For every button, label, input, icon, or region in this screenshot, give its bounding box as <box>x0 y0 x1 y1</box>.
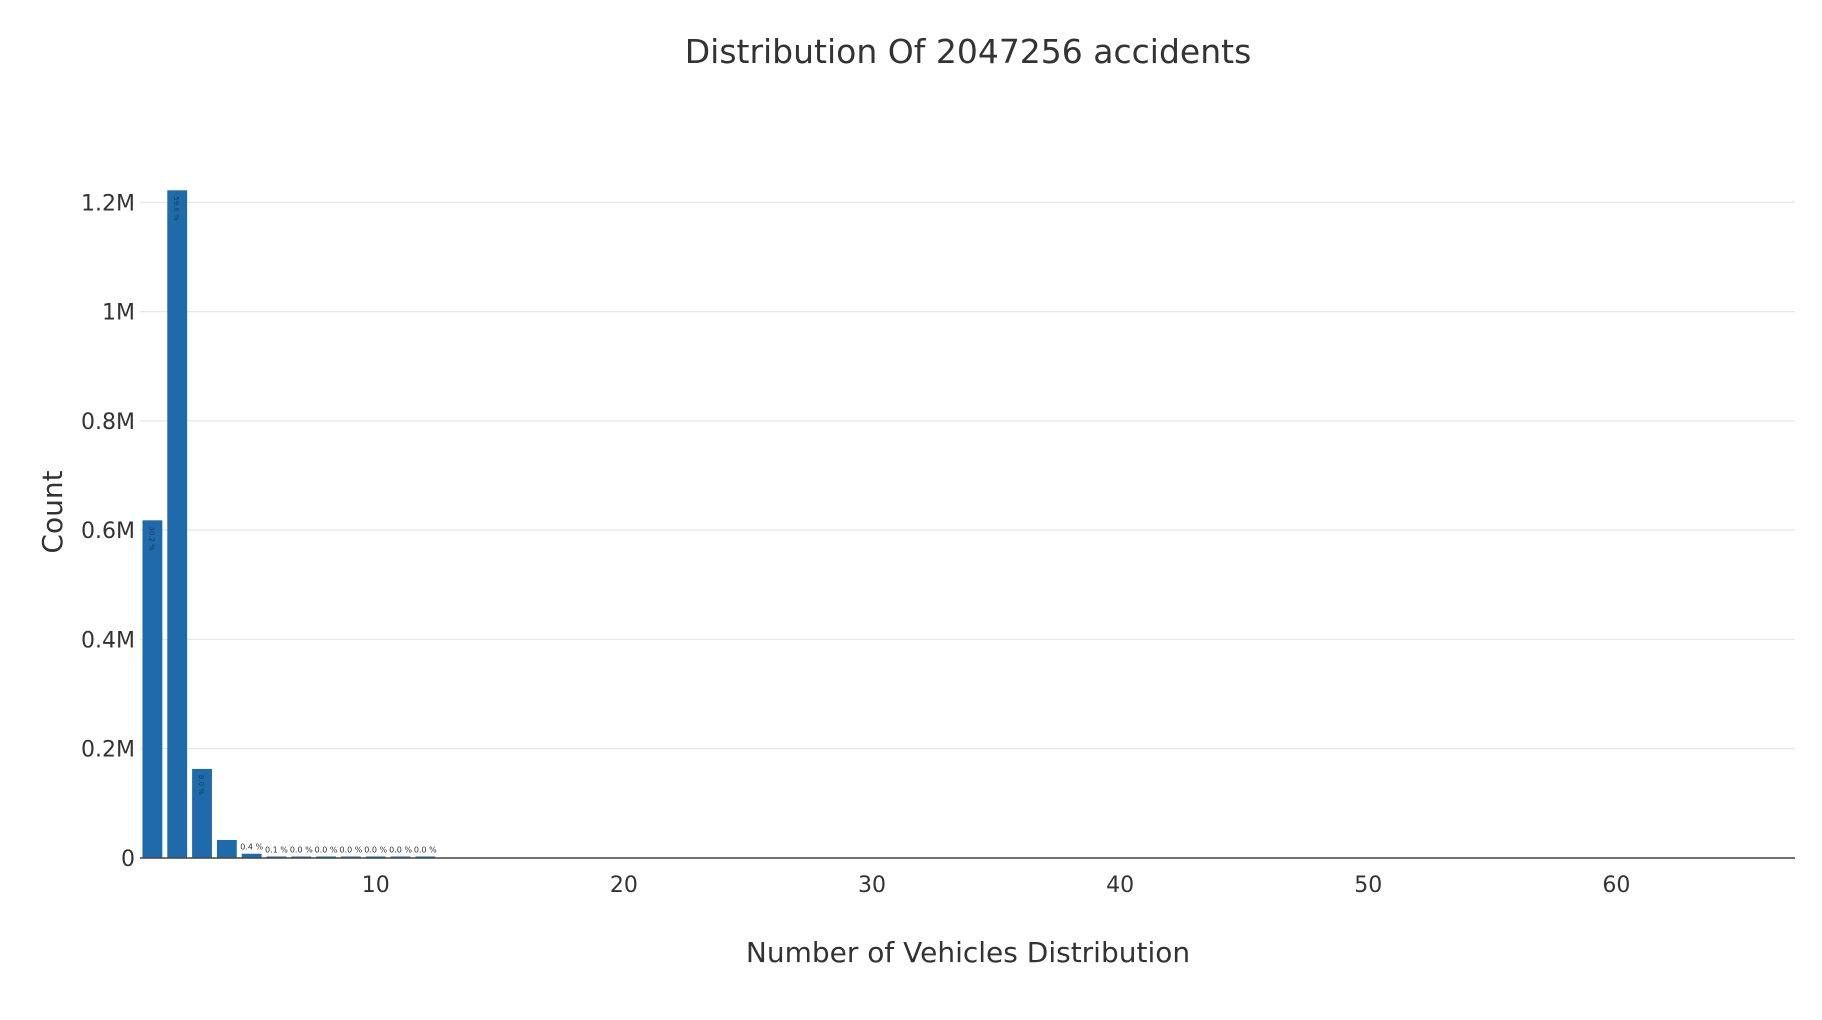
bar <box>167 190 188 858</box>
x-tick-label: 60 <box>1602 873 1630 898</box>
bar-data-label: 0.1 % <box>265 846 288 855</box>
x-tick-label: 20 <box>610 873 638 898</box>
x-tick-label: 50 <box>1354 873 1382 898</box>
bar-data-label: 0.4 % <box>240 843 263 852</box>
y-tick-label: 0.6M <box>81 519 135 544</box>
y-tick-label: 0 <box>121 847 135 872</box>
bar-labels: 30.2 %59.6 %8.0 %0.4 % 0.1 % 0.0 % 0.0 % 0.0… <box>147 196 437 854</box>
x-tick-label: 30 <box>858 873 886 898</box>
y-tick-labels: 0 0.2M 0.4M 0.6M 0.8M 1M 1.2M <box>81 191 135 872</box>
bar-data-label: 0.0 % <box>339 846 362 855</box>
bar-data-label: 30.2 % <box>147 526 155 551</box>
chart-title: Distribution Of 2047256 accidents <box>685 32 1252 71</box>
y-tick-label: 1.2M <box>81 191 135 216</box>
bar-data-label: 0.0 % <box>414 846 437 855</box>
x-tick-label: 40 <box>1106 873 1134 898</box>
gridlines <box>140 201 1795 750</box>
bar-data-label: 0.0 % <box>364 846 387 855</box>
y-tick-label: 1M <box>102 301 135 326</box>
x-tick-label: 10 <box>362 873 390 898</box>
bar-data-label: 0.0 % <box>290 846 313 855</box>
bar <box>192 768 212 858</box>
x-tick-labels: 10 20 30 40 50 60 <box>362 873 1631 898</box>
bars <box>142 190 436 858</box>
bar <box>142 520 163 858</box>
y-tick-label: 0.2M <box>81 738 135 763</box>
bar-data-label: 8.0 % <box>197 775 205 795</box>
x-axis-title: Number of Vehicles Distribution <box>746 936 1190 969</box>
y-tick-label: 0.8M <box>81 410 135 435</box>
bar <box>216 839 237 858</box>
bar-data-label: 59.6 % <box>172 196 180 221</box>
y-axis-title: Count <box>36 470 69 553</box>
bar-data-label: 0.0 % <box>315 846 338 855</box>
bar-data-label: 0.0 % <box>389 846 412 855</box>
bar <box>241 853 262 858</box>
y-tick-label: 0.4M <box>81 628 135 653</box>
